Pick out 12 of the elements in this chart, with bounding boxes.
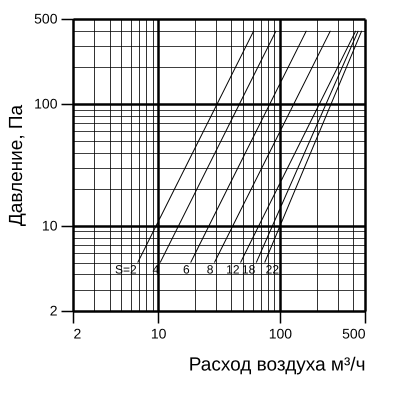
y-tick-label: 10: [42, 217, 58, 234]
x-tick-label: 10: [150, 326, 167, 342]
y-axis-title: Давление, Па: [6, 104, 28, 226]
x-tick-label: 500: [342, 326, 366, 342]
y-tick-label: 2: [50, 302, 58, 318]
series-label: 8: [206, 262, 214, 277]
series-label: 6: [182, 262, 190, 277]
y-tick-label: 100: [34, 96, 58, 112]
x-tick-label: 100: [268, 326, 292, 342]
x-axis-title: Расход воздуха м³/ч: [188, 354, 366, 376]
y-tick-label: 500: [34, 10, 58, 26]
x-tick-label: 2: [74, 326, 82, 342]
